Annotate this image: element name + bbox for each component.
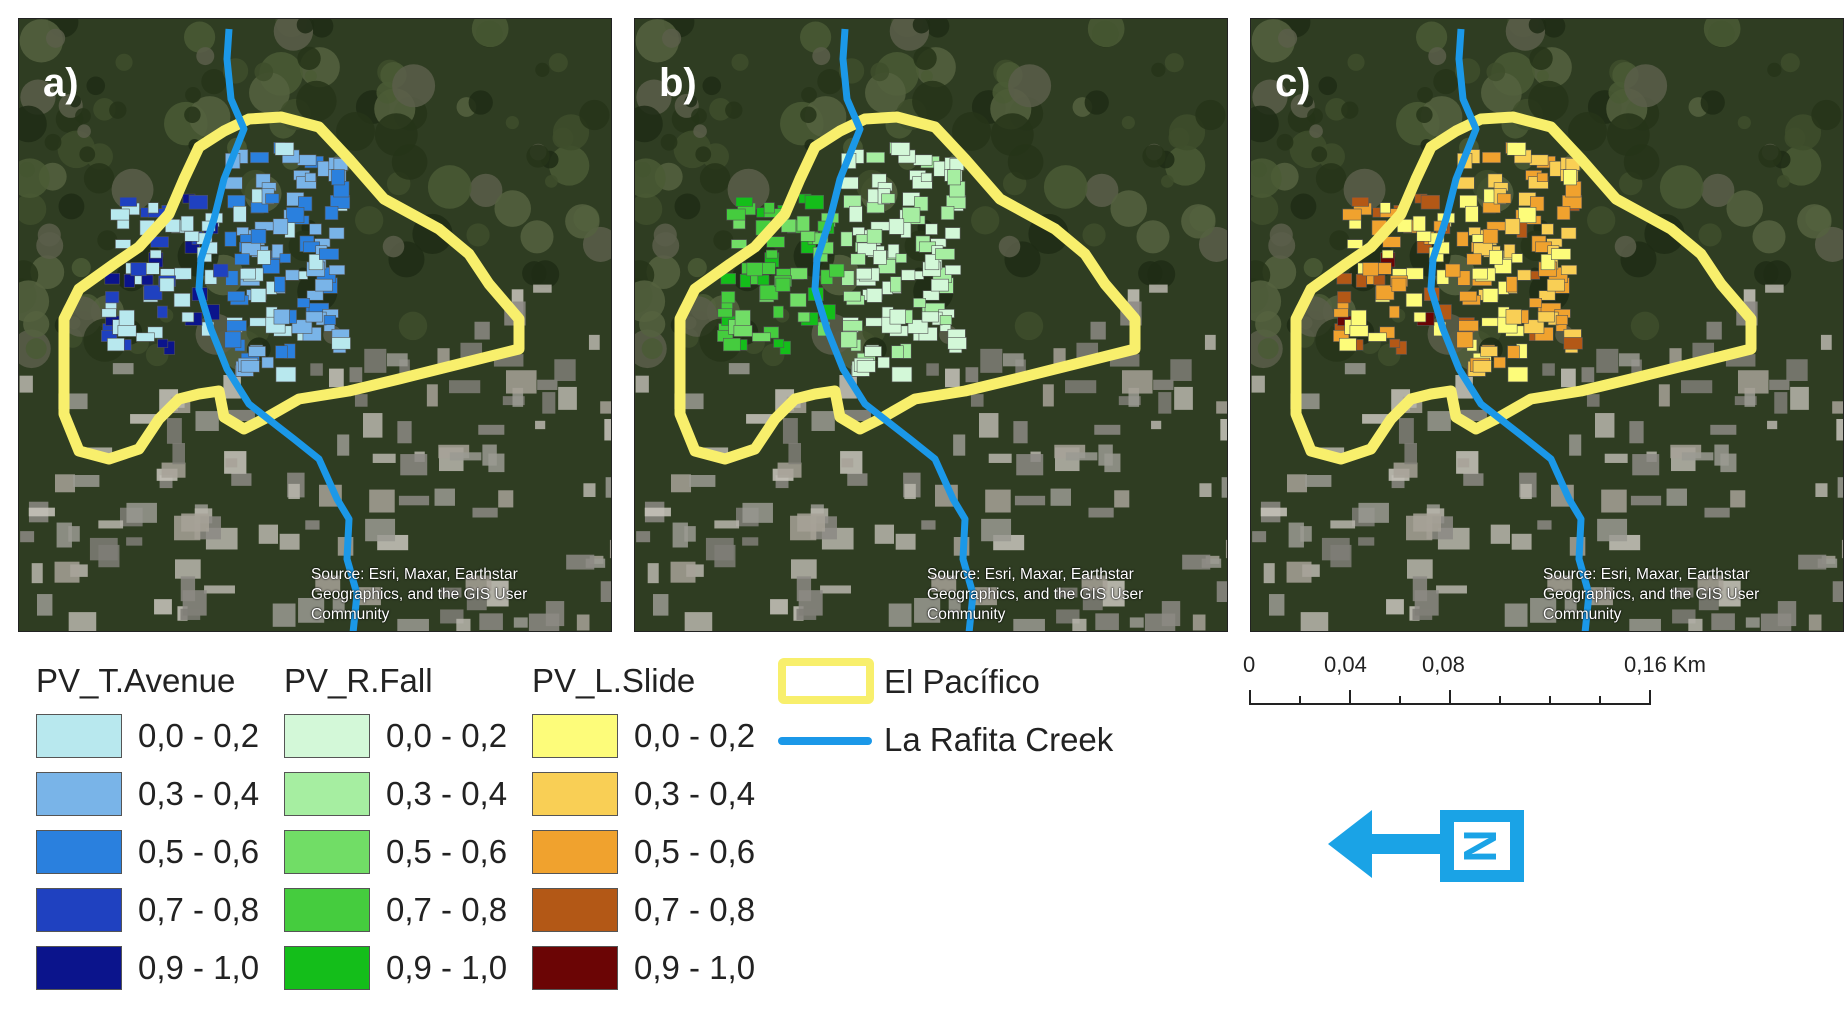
la-rafita-creek-label: La Rafita Creek <box>884 721 1114 758</box>
la-rafita-creek <box>811 28 977 631</box>
scale-bar <box>1249 690 1651 705</box>
la-rafita-creek-swatch <box>778 737 872 745</box>
panel-label: c) <box>1275 61 1311 105</box>
map-b-imagery <box>635 19 1227 631</box>
legend-swatch <box>532 830 618 874</box>
legend-swatch <box>284 772 370 816</box>
legend-range-label: 0,0 - 0,2 <box>634 717 756 754</box>
legend-range-label: 0,9 - 1,0 <box>138 949 260 986</box>
north-arrow-icon: N <box>1328 810 1524 882</box>
legend-title-r-fall: PV_R.Fall <box>284 662 433 699</box>
legend-swatch <box>36 946 122 990</box>
scale-label-0: 0 <box>1243 652 1256 677</box>
legend-swatch <box>36 714 122 758</box>
scale-label-008: 0,08 <box>1422 652 1465 677</box>
legend-swatch <box>284 830 370 874</box>
panel-label: a) <box>43 61 79 105</box>
legend-swatch <box>36 772 122 816</box>
legend-range-label: 0,9 - 1,0 <box>634 949 756 986</box>
source-attribution: Source: Esri, Maxar, Earthstar Geographi… <box>1543 566 1760 623</box>
scale-label-016-km: 0,16 Km <box>1624 652 1706 677</box>
legend-range-label: 0,3 - 0,4 <box>386 775 508 812</box>
legend-swatch <box>284 888 370 932</box>
legend-range-label: 0,0 - 0,2 <box>386 717 508 754</box>
legend-range-label: 0,0 - 0,2 <box>138 717 260 754</box>
legend-range-label: 0,7 - 0,8 <box>634 891 756 928</box>
legend-range-label: 0,5 - 0,6 <box>138 833 260 870</box>
legend-range-label: 0,3 - 0,4 <box>634 775 756 812</box>
el-pacifico-swatch <box>778 658 874 704</box>
legend-range-label: 0,3 - 0,4 <box>138 775 260 812</box>
map-panel-c: c) Source: Esri, Maxar, Earthstar Geogra… <box>1250 18 1844 632</box>
legend-range-label: 0,7 - 0,8 <box>386 891 508 928</box>
legend-swatch <box>284 946 370 990</box>
panel-label: b) <box>659 61 697 105</box>
la-rafita-creek <box>195 28 361 631</box>
map-panel-a: a) Source: Esri, Maxar, Earthstar Geogra… <box>18 18 612 632</box>
el-pacifico-boundary <box>1290 111 1757 465</box>
source-attribution: Source: Esri, Maxar, Earthstar Geographi… <box>311 566 528 623</box>
legend-swatch <box>532 772 618 816</box>
legend-range-label: 0,5 - 0,6 <box>634 833 756 870</box>
building-footprints <box>101 142 351 383</box>
north-letter: N <box>1454 829 1506 862</box>
legend-swatch <box>284 714 370 758</box>
legend-range-label: 0,5 - 0,6 <box>386 833 508 870</box>
el-pacifico-label: El Pacífico <box>884 663 1040 700</box>
legend-swatch <box>532 714 618 758</box>
el-pacifico-boundary <box>58 111 525 465</box>
building-footprints <box>717 142 967 383</box>
scale-label-004: 0,04 <box>1324 652 1367 677</box>
legend-title-t-avenue: PV_T.Avenue <box>36 662 236 699</box>
la-rafita-creek <box>1427 28 1593 631</box>
legend-title-l-slide: PV_L.Slide <box>532 662 696 699</box>
legend-range-label: 0,7 - 0,8 <box>138 891 260 928</box>
el-pacifico-boundary <box>674 111 1141 465</box>
legend-swatch <box>532 946 618 990</box>
map-a-imagery <box>19 19 611 631</box>
map-c-imagery <box>1251 19 1843 631</box>
source-attribution: Source: Esri, Maxar, Earthstar Geographi… <box>927 566 1144 623</box>
legend-swatch <box>36 830 122 874</box>
legend-swatch <box>36 888 122 932</box>
legend-range-label: 0,9 - 1,0 <box>386 949 508 986</box>
legend-swatch <box>532 888 618 932</box>
map-panel-b: b) Source: Esri, Maxar, Earthstar Geogra… <box>634 18 1228 632</box>
